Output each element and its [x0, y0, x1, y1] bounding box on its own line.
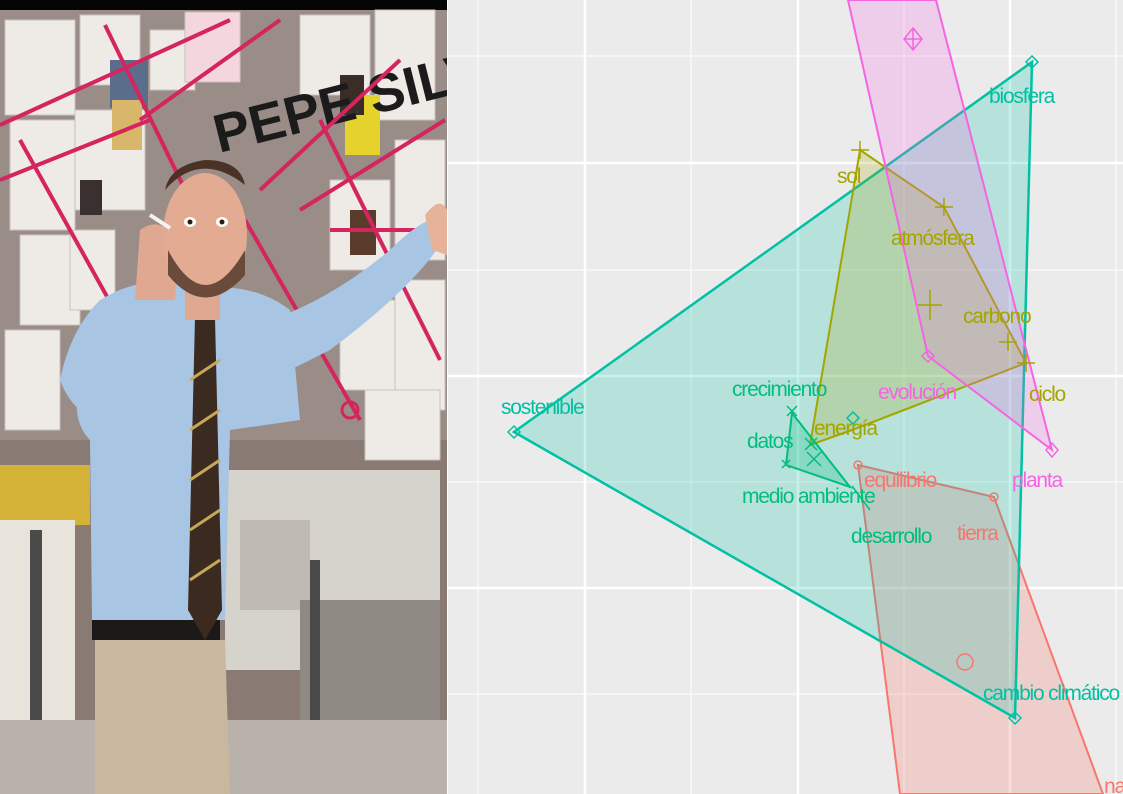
label-atmosfera: atmósfera — [891, 227, 975, 250]
person — [60, 160, 447, 794]
cluster-plot: biosfera sol atmósfera carbono ciclo evo… — [448, 0, 1123, 794]
pinned-papers — [4, 9, 446, 461]
label-cambio-climatico: cambio climático — [983, 682, 1120, 705]
label-medio-ambiente: medio ambiente — [742, 485, 875, 508]
red-strings — [0, 18, 447, 421]
hull-teal — [511, 59, 1034, 721]
label-energia: energía — [814, 417, 878, 440]
hull-green — [784, 410, 853, 490]
meme-photo: PEPE SILVIA — [0, 0, 447, 794]
label-equilibrio: equilibrio — [864, 469, 937, 492]
hull-olive — [808, 148, 1028, 447]
label-evolucion: evolución — [878, 381, 956, 404]
label-sostenible: sostenible — [501, 396, 584, 419]
label-sol: sol — [837, 165, 861, 188]
label-carbono: carbono — [963, 305, 1031, 328]
label-ciclo: ciclo — [1029, 383, 1066, 406]
label-tierra: tierra — [957, 522, 999, 545]
label-planta: planta — [1012, 469, 1064, 492]
point-labels: biosfera sol atmósfera carbono ciclo evo… — [501, 85, 1123, 794]
hull-pink — [846, 0, 1054, 453]
hull-red — [856, 463, 1105, 794]
label-biosfera: biosfera — [989, 85, 1056, 108]
label-desarrollo: desarrollo — [851, 525, 932, 548]
label-crecimiento: crecimiento — [732, 378, 827, 401]
label-na: na — [1104, 775, 1123, 794]
point-markers — [506, 26, 1059, 726]
label-datos: datos — [747, 430, 793, 453]
